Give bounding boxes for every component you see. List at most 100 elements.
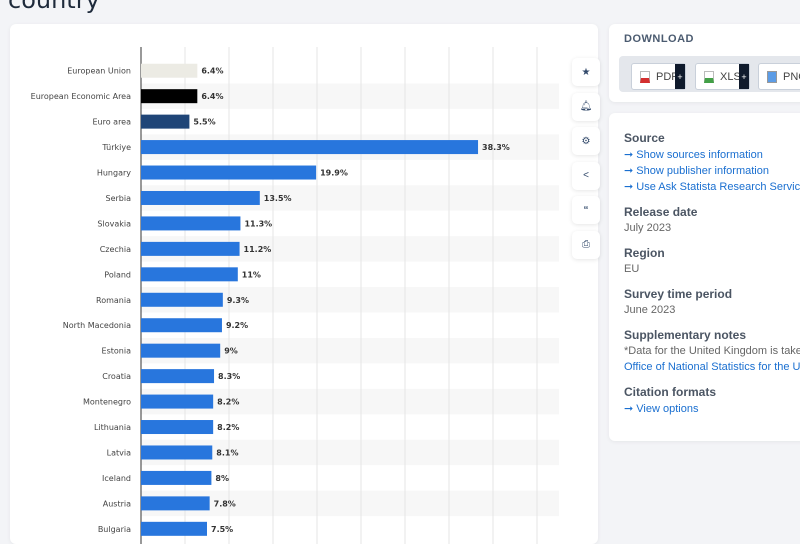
show-sources-link[interactable]: ➞ Show sources information xyxy=(624,149,763,161)
download-png-button[interactable]: PNG xyxy=(758,63,800,90)
bar xyxy=(141,496,210,511)
category-label: Hungary xyxy=(97,169,131,178)
bar xyxy=(141,369,215,384)
gear-icon: ⚙ xyxy=(581,135,591,147)
category-label: Euro area xyxy=(92,118,131,127)
bar xyxy=(141,165,317,180)
data-label: 11% xyxy=(242,270,261,279)
xls-label: XLS xyxy=(720,70,741,83)
print-button[interactable]: ⎙ xyxy=(572,230,600,259)
plus-icon[interactable]: + xyxy=(739,64,749,89)
bar xyxy=(141,470,212,485)
category-label: European Economic Area xyxy=(31,92,131,101)
bell-icon: 🔔︎ xyxy=(579,101,593,112)
data-label: 13.5% xyxy=(264,194,292,203)
bar xyxy=(141,63,198,78)
bar-chart: European Union 6.4% European Economic Area… xyxy=(31,47,559,544)
category-label: Estonia xyxy=(102,347,132,356)
bar xyxy=(141,241,240,256)
download-pdf-button[interactable]: PDF + xyxy=(631,63,686,90)
release-heading: Release date xyxy=(624,205,698,219)
bar xyxy=(141,114,190,129)
chart-card: European Union 6.4% European Economic Area… xyxy=(10,24,600,544)
category-label: Czechia xyxy=(100,245,131,254)
link-text: View options xyxy=(636,403,699,415)
data-label: 6.4% xyxy=(201,67,223,76)
data-label: 7.5% xyxy=(211,525,233,534)
pdf-label: PDF xyxy=(656,70,678,83)
category-label: Serbia xyxy=(106,194,132,203)
notes-heading: Supplementary notes xyxy=(624,328,747,342)
survey-heading: Survey time period xyxy=(624,287,733,301)
category-label: Lithuania xyxy=(94,423,131,432)
share-icon: < xyxy=(583,170,589,181)
data-label: 9.2% xyxy=(226,321,248,330)
category-label: North Macedonia xyxy=(63,321,131,330)
row-band xyxy=(141,83,559,109)
data-label: 11.3% xyxy=(244,219,272,228)
data-label: 8.2% xyxy=(217,423,239,432)
category-label: Poland xyxy=(104,270,131,279)
quote-icon: “ xyxy=(583,204,589,216)
share-button[interactable]: < xyxy=(572,161,600,190)
bar xyxy=(141,445,213,460)
settings-button[interactable]: ⚙ xyxy=(572,127,600,155)
png-file-icon xyxy=(767,70,777,83)
data-label: 7.8% xyxy=(214,499,236,508)
data-label: 9% xyxy=(224,347,238,356)
source-heading: Source xyxy=(624,131,665,145)
survey-value: June 2023 xyxy=(624,304,676,316)
category-label: Croatia xyxy=(102,372,131,381)
bar xyxy=(141,292,223,307)
download-card: DOWNLOAD PDF+ XLS+ PNG xyxy=(609,24,800,102)
data-label: 9.3% xyxy=(227,296,249,305)
page-title: country xyxy=(8,0,100,14)
bar xyxy=(141,394,214,409)
data-label: 8.3% xyxy=(218,372,240,381)
bar xyxy=(141,267,238,282)
show-publisher-link[interactable]: ➞ Show publisher information xyxy=(624,165,769,177)
xls-file-icon xyxy=(704,70,714,83)
data-label: 5.5% xyxy=(193,118,215,127)
view-options-link[interactable]: ➞ View options xyxy=(624,403,699,415)
region-value: EU xyxy=(624,263,640,275)
download-title: DOWNLOAD xyxy=(624,33,694,45)
favorite-button[interactable]: ★ xyxy=(572,58,600,86)
chart-toolbar: ★ 🔔︎ ⚙ < “ ⎙ xyxy=(572,58,600,265)
data-label: 8.1% xyxy=(216,448,238,457)
ons-link[interactable]: Office of National Statistics for the UK xyxy=(624,361,800,373)
info-card: Source ➞ Show sources information ➞ Show… xyxy=(609,113,800,441)
region-heading: Region xyxy=(624,246,665,260)
release-value: July 2023 xyxy=(624,222,672,234)
link-text: Show publisher information xyxy=(636,165,769,177)
notify-button[interactable]: 🔔︎ xyxy=(572,92,600,121)
category-label: Iceland xyxy=(102,474,131,483)
category-label: Latvia xyxy=(107,448,131,457)
data-label: 8% xyxy=(215,474,229,483)
category-label: Austria xyxy=(103,499,131,508)
bar xyxy=(141,190,260,205)
bar xyxy=(141,89,198,104)
row-band xyxy=(141,490,559,517)
bar xyxy=(141,521,207,536)
png-label: PNG xyxy=(783,70,800,83)
citation-heading: Citation formats xyxy=(624,385,717,399)
plus-icon[interactable]: + xyxy=(675,64,685,89)
data-label: 8.2% xyxy=(217,398,239,407)
bar xyxy=(141,140,479,155)
download-xls-button[interactable]: XLS + xyxy=(695,63,750,90)
link-text: Use Ask Statista Research Service xyxy=(636,181,800,193)
data-label: 11.2% xyxy=(244,245,272,254)
ask-statista-link[interactable]: ➞ Use Ask Statista Research Service xyxy=(624,179,800,195)
category-label: Montenegro xyxy=(83,398,131,407)
star-icon: ★ xyxy=(581,66,591,78)
category-label: Türkiye xyxy=(101,143,131,152)
bar xyxy=(141,420,214,435)
category-label: Romania xyxy=(96,296,131,305)
category-label: Bulgaria xyxy=(98,525,131,534)
link-text: Show sources information xyxy=(636,149,763,161)
data-label: 19.9% xyxy=(320,169,348,178)
cite-button[interactable]: “ xyxy=(572,196,600,224)
data-label: 6.4% xyxy=(201,92,223,101)
bar xyxy=(141,318,222,333)
